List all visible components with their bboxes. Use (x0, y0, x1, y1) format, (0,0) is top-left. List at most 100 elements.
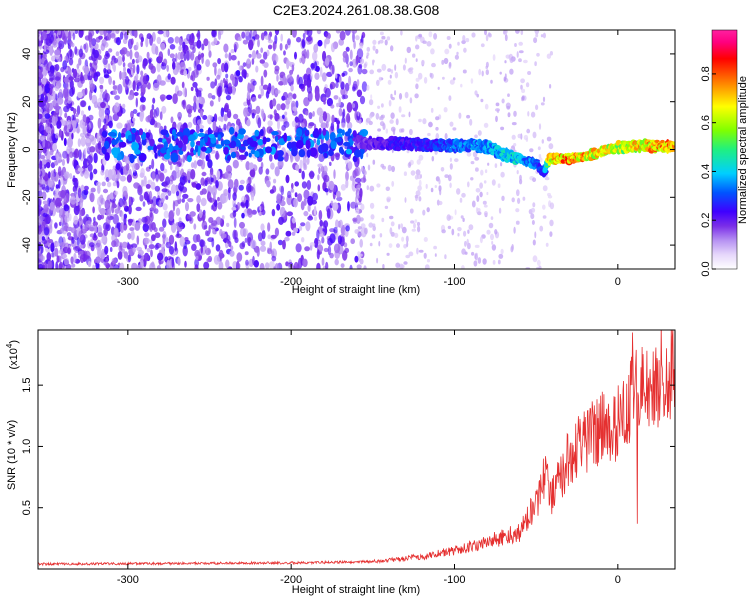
spectrogram-cell (42, 137, 46, 148)
spectrogram-cell (73, 108, 77, 115)
spectrogram-cell (215, 150, 219, 160)
spectrogram-cell (44, 113, 51, 119)
spectrogram-cell (224, 53, 228, 59)
spectrogram-cell (122, 185, 128, 196)
spectrogram-cell (41, 78, 46, 85)
spectrogram-cell (108, 76, 112, 85)
spectrogram-cell (431, 62, 436, 68)
spectrogram-cell (105, 30, 112, 35)
spectrogram-cell (97, 227, 102, 233)
spectrogram-cell (38, 76, 41, 86)
spectrogram-cell (271, 85, 275, 96)
spectrogram-cell (321, 236, 325, 244)
spectrogram-cell (122, 62, 126, 68)
spectrogram-cell (265, 262, 270, 269)
spectrogram-cell (158, 51, 164, 62)
spectrogram-cell (457, 232, 460, 237)
spectrogram-cell (206, 257, 212, 263)
spectrogram-cell (366, 55, 369, 59)
spectrogram-cell (269, 154, 273, 162)
spectrogram-cell (78, 149, 82, 160)
spectrogram-cell (100, 43, 106, 52)
spectrogram-cell (177, 111, 183, 120)
spectrogram-cell (486, 191, 489, 196)
spectrogram-cell (154, 244, 159, 250)
spectrogram-cell (212, 62, 218, 68)
spectrogram-cell (86, 142, 91, 152)
spectrogram-cell (329, 83, 333, 90)
spectrogram-cell (541, 139, 544, 144)
spectrogram-cell (333, 95, 339, 100)
spectrogram-cell (89, 146, 96, 153)
spectrogram-cell (178, 116, 182, 121)
spectrogram-cell (404, 197, 407, 203)
spectrogram-cell (398, 223, 401, 230)
spectrogram-cell (131, 127, 136, 134)
spectrogram-cell (84, 42, 89, 53)
spectrogram-cell (532, 239, 536, 246)
spectrogram-cell (97, 185, 101, 194)
spectrogram-cell (218, 85, 223, 97)
spectrogram-cell (498, 253, 504, 259)
spectrogram-cell (521, 95, 525, 101)
spectrogram-cell (310, 62, 315, 71)
spectrogram-cell (140, 40, 143, 47)
spectrogram-cell (211, 220, 218, 227)
spectrogram-ytick-label: 0 (21, 146, 33, 152)
spectrogram-cell (40, 35, 44, 41)
spectrogram-cell (382, 264, 385, 269)
spectrogram-cell (126, 50, 131, 57)
spectrogram-cell (237, 36, 242, 42)
spectrogram-cell (491, 244, 497, 251)
spectrogram-cell (299, 159, 303, 170)
spectrogram-cell (363, 63, 367, 69)
spectrogram-cell (144, 232, 150, 237)
spectrogram-cell (389, 119, 394, 124)
spectrogram-cell (73, 159, 78, 169)
spectrogram-cell (186, 155, 192, 163)
spectrogram-cell (441, 229, 446, 234)
spectrogram-cell (111, 139, 118, 146)
spectrogram-cell (181, 81, 185, 89)
spectrogram-cell (86, 155, 93, 164)
spectrogram-cell (477, 211, 482, 216)
spectrogram-cell (99, 30, 105, 36)
spectrogram-cell (112, 89, 118, 95)
spectrogram-cell (143, 191, 149, 201)
spectrogram-cell (98, 35, 103, 40)
spectrogram-cell (434, 185, 437, 188)
spectrogram-cell (491, 179, 496, 186)
spectrogram-cell (443, 57, 449, 65)
spectrogram-cell (542, 215, 547, 219)
spectrogram-cell (378, 240, 381, 247)
spectrogram-cell (136, 81, 142, 89)
spectrogram-xtick-label: -100 (443, 276, 465, 288)
spectrogram-cell (417, 225, 421, 233)
spectrogram-cell (170, 76, 176, 85)
spectrogram-cell (475, 167, 479, 172)
spectrogram-cell (165, 241, 172, 249)
spectrogram-cell (74, 245, 80, 252)
spectrogram-cell (106, 181, 112, 188)
spectrogram-cell (309, 147, 318, 158)
spectrogram-cell (137, 184, 142, 193)
spectrogram-cell (280, 33, 284, 42)
spectrogram-cell (240, 146, 246, 151)
spectrogram-cell (38, 124, 45, 134)
spectrogram-cell (174, 36, 180, 44)
spectrogram-cell (175, 164, 180, 173)
spectrogram-cell (56, 202, 63, 207)
spectrogram-ytick-label: 40 (21, 48, 33, 60)
spectrogram-cell (418, 196, 422, 202)
spectrogram-cell (88, 114, 94, 121)
spectrogram-cell (345, 171, 349, 181)
spectrogram-cell (232, 159, 239, 169)
spectrogram-cell (447, 225, 452, 230)
spectrogram-cell (516, 189, 520, 197)
spectrogram-cell (387, 164, 392, 172)
spectrogram-cell (92, 221, 99, 227)
spectrogram-cell (238, 128, 246, 135)
spectrogram-cell (454, 54, 459, 60)
spectrogram-cell (298, 149, 306, 158)
spectrogram-ytick-label: -40 (21, 237, 33, 253)
